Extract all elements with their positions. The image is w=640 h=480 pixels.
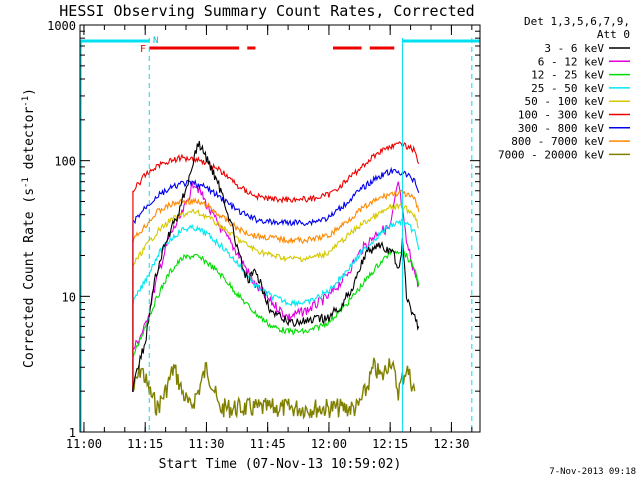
legend-entry-label: 50 - 100 keV — [525, 95, 605, 108]
legend-entry-label: 7000 - 20000 keV — [498, 148, 604, 161]
timestamp: 7-Nov-2013 09:18 — [549, 467, 636, 477]
x-tick-label: 11:00 — [66, 437, 102, 451]
legend-entry-label: 100 - 300 keV — [518, 109, 604, 122]
plot-frame — [79, 24, 481, 433]
series-trace — [132, 181, 420, 350]
series-trace — [132, 141, 420, 204]
x-tick-label: 11:15 — [127, 437, 163, 451]
series-7000-to-20000keV-kev — [132, 357, 416, 420]
series-3-to-6keV-kev — [132, 140, 420, 392]
series-trace — [132, 203, 420, 267]
x-tick-label: 11:30 — [188, 437, 224, 451]
legend-entry-label: 300 - 800 keV — [518, 122, 604, 135]
legend-entry-label: 6 - 12 keV — [538, 55, 605, 68]
flag-layer: FN — [80, 36, 480, 432]
flare-flag-label: F — [140, 44, 146, 55]
y-axis-label: Corrected Count Rate (s-1 detector-1) — [21, 88, 37, 368]
series-trace — [132, 166, 420, 227]
x-tick-label: 12:30 — [433, 437, 469, 451]
night-flag-label: N — [153, 36, 158, 46]
axes-layer: 1 10 100 1000 11:00 11:15 11:30 11:45 12:00 12:15… — [47, 19, 480, 451]
series-trace — [132, 218, 420, 308]
x-tick-label: 12:00 — [311, 437, 347, 451]
series-100-to-300keV-kev — [132, 141, 420, 392]
series-layer — [132, 140, 420, 420]
y-tick-label: 1 — [69, 426, 76, 440]
y-tick-label: 10 — [62, 290, 76, 304]
legend-entry-label: 12 - 25 keV — [531, 69, 604, 82]
series-trace — [132, 189, 420, 245]
series-trace — [132, 140, 420, 389]
chart-title: HESSI Observing Summary Count Rates, Cor… — [59, 2, 474, 20]
x-axis-label: Start Time (07-Nov-13 10:59:02) — [159, 457, 402, 472]
y-tick-label: 100 — [54, 155, 76, 169]
x-tick-label: 12:15 — [372, 437, 408, 451]
legend-header-line-1: Det 1,3,5,6,7,9, — [524, 15, 630, 28]
y-tick-label: 1000 — [47, 19, 76, 33]
legend-entry-label: 25 - 50 keV — [531, 82, 604, 95]
x-tick-label: 11:45 — [250, 437, 286, 451]
series-trace — [132, 357, 416, 420]
legend-header-line-2: Att 0 — [597, 28, 630, 41]
legend-entry-label: 800 - 7000 keV — [511, 135, 604, 148]
series-trace — [132, 248, 420, 359]
legend-entry-label: 3 - 6 keV — [544, 42, 604, 55]
